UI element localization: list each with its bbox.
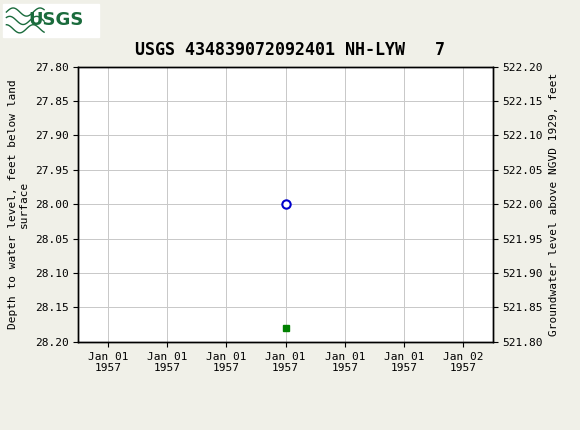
Text: USGS: USGS [28, 12, 84, 29]
Text: USGS 434839072092401 NH-LYW   7: USGS 434839072092401 NH-LYW 7 [135, 41, 445, 59]
Y-axis label: Depth to water level, feet below land
surface: Depth to water level, feet below land su… [8, 80, 29, 329]
Legend: Period of approved data: Period of approved data [175, 428, 396, 430]
Bar [3, 4, 99, 37]
Y-axis label: Groundwater level above NGVD 1929, feet: Groundwater level above NGVD 1929, feet [549, 73, 559, 336]
